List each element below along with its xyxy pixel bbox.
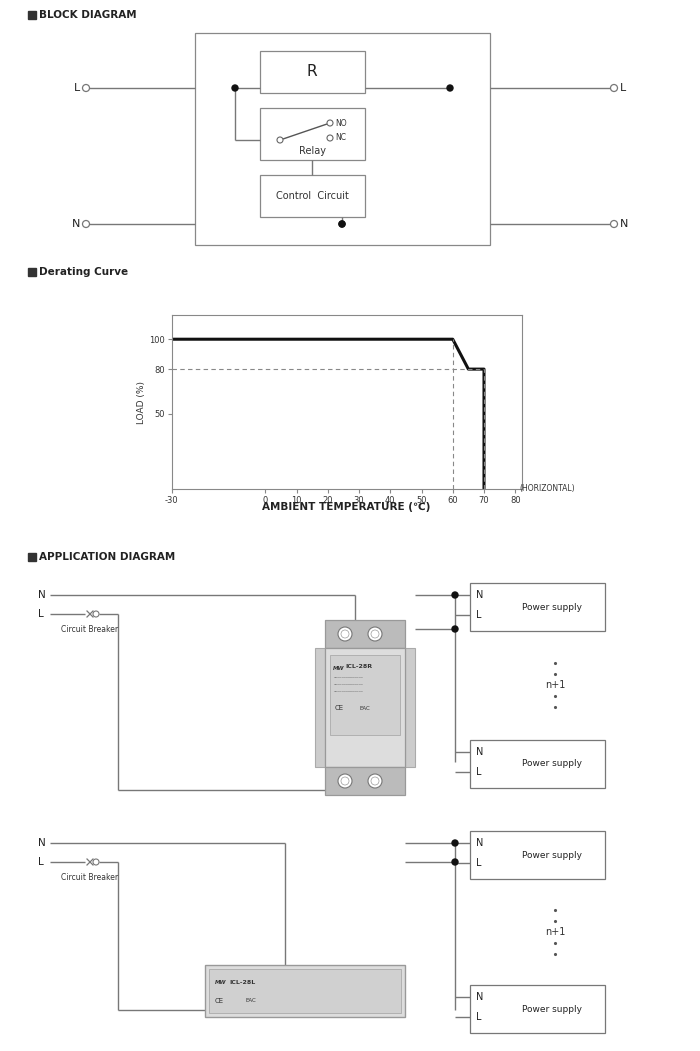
Text: APPLICATION DIAGRAM: APPLICATION DIAGRAM [39,552,175,562]
Text: NO: NO [335,119,346,127]
Text: N: N [38,838,46,848]
Text: N: N [476,747,484,757]
Text: Relay: Relay [298,146,326,156]
Circle shape [452,840,458,846]
Circle shape [339,221,345,227]
Text: Control  Circuit: Control Circuit [276,191,349,201]
Text: N: N [476,992,484,1002]
Y-axis label: LOAD (%): LOAD (%) [137,380,146,424]
Bar [325,648,405,767]
Text: Circuit Breaker: Circuit Breaker [62,873,118,882]
Circle shape [452,626,458,632]
Bar [209,969,401,1013]
Text: L: L [476,767,482,777]
Circle shape [610,221,617,227]
Bar [260,176,365,217]
Text: R: R [307,64,317,80]
Circle shape [371,630,379,638]
Circle shape [341,777,349,785]
Bar [470,831,605,879]
Bar [28,11,36,19]
Text: L: L [74,83,80,92]
Text: MW: MW [333,665,344,671]
Bar [315,648,325,767]
Bar [195,33,490,245]
Circle shape [338,627,352,641]
Text: NC: NC [335,133,346,143]
Text: Power supply: Power supply [522,850,582,860]
Bar [470,985,605,1033]
Circle shape [341,630,349,638]
Text: Power supply: Power supply [522,1005,582,1013]
Text: ICL-28R: ICL-28R [345,664,372,669]
Bar [205,965,405,1017]
Text: L: L [38,857,43,867]
Text: (HORIZONTAL): (HORIZONTAL) [519,485,575,493]
Text: CE: CE [215,998,224,1004]
Text: N: N [71,219,80,229]
Text: N: N [620,219,629,229]
Circle shape [93,611,99,617]
Bar [405,648,415,767]
Bar [28,268,36,276]
Text: N: N [476,838,484,848]
Text: Circuit Breaker: Circuit Breaker [62,625,118,634]
Text: ICL-28L: ICL-28L [229,980,256,985]
Circle shape [339,221,345,227]
Bar [470,740,605,788]
Circle shape [277,137,283,143]
Text: CE: CE [335,705,344,710]
Circle shape [327,135,333,141]
Text: L: L [620,83,626,92]
Text: L: L [476,1012,482,1022]
Text: L: L [476,610,482,620]
Text: EAC: EAC [360,705,371,710]
Text: BLOCK DIAGRAM: BLOCK DIAGRAM [39,11,136,20]
Circle shape [368,774,382,788]
Bar [470,583,605,631]
Text: ──────────────: ────────────── [333,676,363,680]
Text: Power supply: Power supply [522,760,582,768]
Text: MW: MW [215,981,227,986]
Text: AMBIENT TEMPERATURE (℃): AMBIENT TEMPERATURE (℃) [262,502,430,513]
Circle shape [447,85,453,91]
Circle shape [452,592,458,598]
Bar [330,655,400,735]
Text: Power supply: Power supply [522,602,582,612]
Circle shape [338,774,352,788]
Circle shape [327,120,333,126]
Text: L: L [38,609,43,619]
Bar [325,767,405,795]
Bar [28,553,36,561]
Text: n+1: n+1 [545,680,565,691]
Circle shape [93,859,99,865]
Text: ──────────────: ────────────── [333,683,363,687]
Text: Derating Curve: Derating Curve [39,267,128,277]
Bar [260,51,365,92]
Text: ──────────────: ────────────── [333,691,363,694]
Bar [260,108,365,160]
Circle shape [83,221,90,227]
Circle shape [232,85,238,91]
Text: N: N [476,590,484,600]
Circle shape [368,627,382,641]
Circle shape [83,84,90,91]
Text: n+1: n+1 [545,927,565,937]
Text: N: N [38,590,46,600]
Text: L: L [476,858,482,868]
Text: EAC: EAC [245,998,255,1004]
Circle shape [452,859,458,865]
Circle shape [371,777,379,785]
Circle shape [610,84,617,91]
Bar [325,620,405,648]
